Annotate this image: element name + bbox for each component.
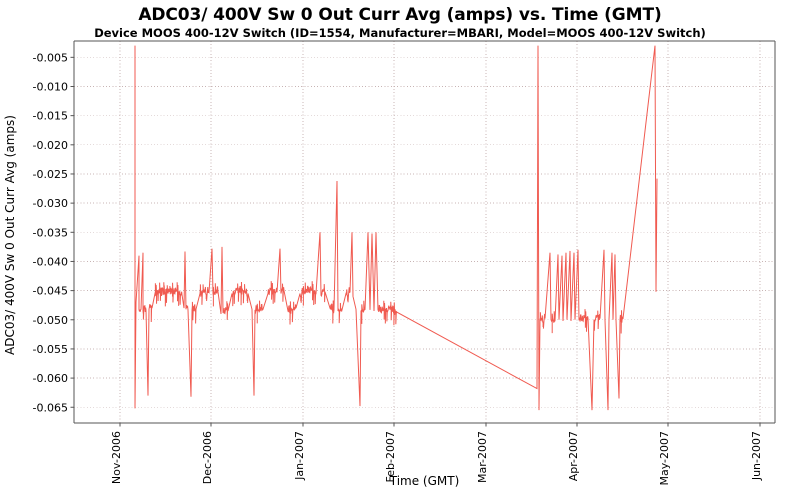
y-tick-labels: -0.005 -0.010 -0.015 -0.020 -0.025 -0.030 -0.0… — [33, 51, 68, 414]
grid-lines — [74, 41, 775, 423]
y-tick-label: -0.020 — [33, 139, 68, 152]
x-tick-label: Apr-2007 — [567, 431, 580, 481]
x-tick-label: Nov-2006 — [110, 431, 123, 484]
y-tick-label: -0.050 — [33, 314, 68, 327]
y-tick-label: -0.065 — [33, 401, 68, 414]
chart-subtitle: Device MOOS 400-12V Switch (ID=1554, Man… — [94, 26, 706, 40]
chart-title: ADC03/ 400V Sw 0 Out Curr Avg (amps) vs.… — [138, 5, 662, 25]
x-tick-label: Jan-2007 — [293, 431, 306, 481]
y-tick-label: -0.015 — [33, 110, 68, 123]
y-tick-label: -0.005 — [33, 51, 68, 64]
y-tick-label: -0.030 — [33, 197, 68, 210]
y-tick-label: -0.040 — [33, 255, 68, 268]
x-tick-labels: Nov-2006 Dec-2006 Jan-2007 Feb-2007 Mar-2007… — [110, 431, 763, 486]
axis-spines — [73, 40, 776, 424]
y-tick-label: -0.045 — [33, 285, 68, 298]
y-tick-label: -0.060 — [33, 372, 68, 385]
y-tick-label: -0.010 — [33, 80, 68, 93]
x-axis-label: Time (GMT) — [389, 474, 460, 488]
x-tick-label: Dec-2006 — [201, 431, 214, 484]
series-line — [134, 45, 658, 411]
x-tick-label: Feb-2007 — [384, 431, 397, 482]
x-tick-label: Jun-2007 — [750, 431, 763, 481]
x-tick-label: May-2007 — [658, 431, 671, 486]
axis-ticks — [70, 56, 761, 427]
y-tick-label: -0.055 — [33, 343, 68, 356]
x-tick-label: Mar-2007 — [476, 431, 489, 483]
y-tick-label: -0.035 — [33, 226, 68, 239]
y-tick-label: -0.025 — [33, 168, 68, 181]
data-series — [134, 45, 658, 411]
